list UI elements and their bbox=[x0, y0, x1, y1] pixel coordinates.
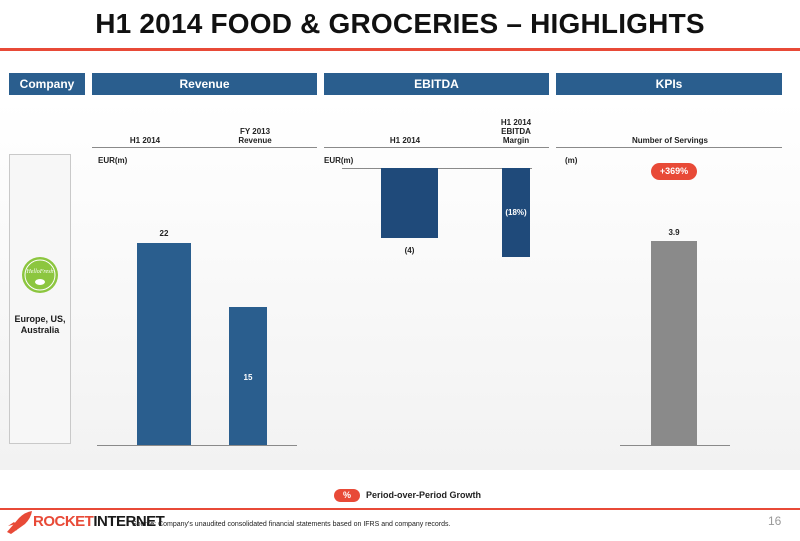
title-rule bbox=[0, 48, 800, 51]
growth-badge: +369% bbox=[651, 163, 697, 180]
header-company: Company bbox=[9, 73, 85, 95]
ebitda-unit: EUR(m) bbox=[324, 156, 354, 165]
revenue-value-h1-2014: 22 bbox=[159, 229, 169, 238]
revenue-bar-h1-2014 bbox=[137, 243, 191, 445]
logo-internet-text: INTERNET bbox=[93, 513, 165, 530]
ebitda-cat-0: H1 2014 bbox=[389, 136, 421, 145]
kpi-cat-0: Number of Servings bbox=[631, 136, 708, 145]
rocket-icon bbox=[7, 511, 32, 534]
ebitda-divider bbox=[324, 147, 549, 148]
ebitda-bar-margin bbox=[502, 168, 530, 257]
rocket-internet-logo: ROCKETINTERNET bbox=[33, 513, 165, 531]
revenue-bar-fy-2013 bbox=[229, 307, 267, 445]
revenue-divider bbox=[92, 147, 317, 148]
header-revenue: Revenue bbox=[92, 73, 317, 95]
ebitda-value-margin: (18%) bbox=[505, 208, 527, 217]
company-region: Europe, US, Australia bbox=[14, 314, 66, 335]
leaf-icon bbox=[35, 279, 45, 285]
ebitda-bar-h1-2014 bbox=[381, 168, 438, 238]
ebitda-cat-1: H1 2014 EBITDA Margin bbox=[500, 118, 532, 145]
footer-rule bbox=[0, 508, 800, 510]
revenue-unit: EUR(m) bbox=[98, 156, 128, 165]
kpi-baseline bbox=[620, 445, 730, 446]
slide-title: H1 2014 FOOD & GROCERIES – HIGHLIGHTS bbox=[95, 8, 705, 39]
header-ebitda: EBITDA bbox=[324, 73, 549, 95]
ebitda-value-h1-2014: (4) bbox=[404, 246, 415, 255]
revenue-cat-0: H1 2014 bbox=[129, 136, 161, 145]
logo-rocket-text: ROCKET bbox=[33, 513, 94, 530]
legend-text: Period-over-Period Growth bbox=[366, 490, 482, 500]
revenue-value-fy-2013: 15 bbox=[243, 373, 253, 383]
revenue-baseline bbox=[97, 445, 297, 446]
footer-source: Source: Company's unaudited consolidated… bbox=[132, 521, 451, 528]
kpi-bar-servings bbox=[651, 241, 697, 445]
hellofresh-logo: HelloFresh bbox=[22, 257, 58, 293]
kpi-value-servings: 3.9 bbox=[668, 228, 680, 237]
company-box bbox=[9, 154, 71, 444]
legend-badge: % bbox=[334, 489, 360, 502]
hellofresh-logo-text: HelloFresh bbox=[25, 269, 53, 275]
kpi-divider bbox=[556, 147, 782, 148]
revenue-cat-1: FY 2013 Revenue bbox=[238, 127, 272, 145]
page-number: 16 bbox=[768, 514, 782, 528]
header-kpis: KPIs bbox=[556, 73, 782, 95]
kpi-unit: (m) bbox=[565, 156, 578, 165]
